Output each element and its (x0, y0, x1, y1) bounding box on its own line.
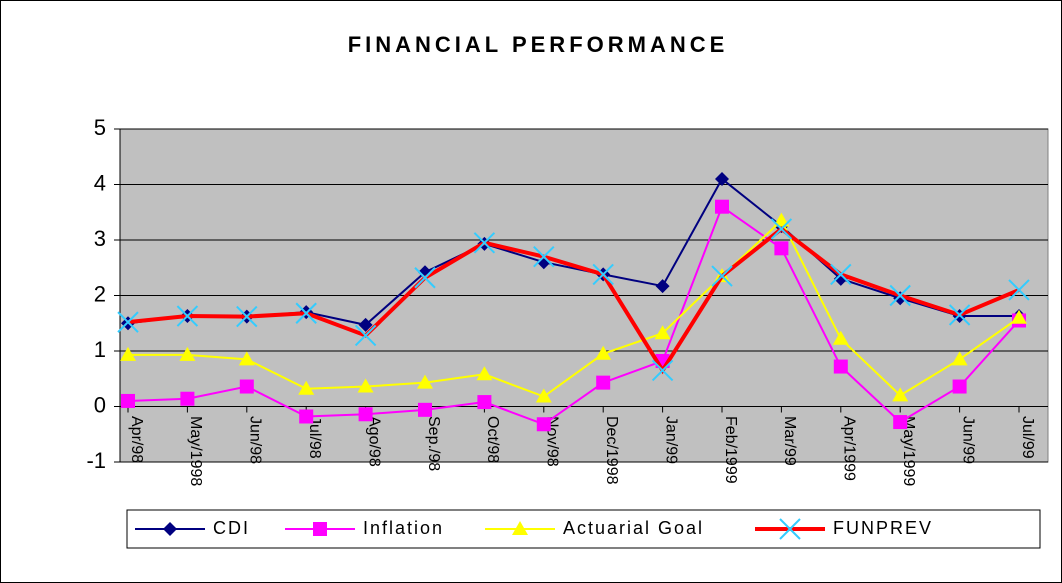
marker (120, 346, 136, 361)
marker (354, 324, 377, 347)
marker (236, 305, 258, 328)
marker (239, 379, 254, 394)
marker (773, 212, 790, 227)
legend-label: Inflation (363, 518, 444, 538)
marker (595, 345, 612, 360)
x-tick-label: Jul/98 (306, 416, 323, 459)
marker (536, 417, 551, 432)
marker (299, 409, 314, 424)
marker (176, 305, 199, 327)
marker (1008, 279, 1030, 301)
marker (830, 263, 852, 286)
marker (774, 241, 789, 256)
marker (779, 518, 801, 540)
marker (651, 359, 674, 382)
marker (358, 407, 373, 422)
y-tick-label: 4 (94, 170, 106, 195)
series (117, 218, 1030, 382)
marker (654, 325, 671, 340)
y-tick-label: -1 (86, 448, 106, 473)
series-line (127, 226, 1020, 375)
marker (715, 199, 729, 214)
x-tick-label: Dec/1998 (603, 416, 620, 485)
marker (711, 265, 733, 287)
marker (512, 521, 528, 535)
x-tick-label: May/1999 (900, 416, 917, 486)
marker (477, 395, 492, 410)
series (120, 212, 1027, 403)
marker (417, 374, 433, 389)
marker (1011, 309, 1027, 324)
marker (893, 415, 908, 430)
marker (357, 378, 374, 393)
x-tick-label: Sep./98 (425, 416, 442, 471)
marker (179, 346, 196, 361)
marker (770, 218, 793, 240)
legend-label: Actuarial Goal (563, 518, 704, 538)
marker (892, 387, 909, 402)
x-tick-label: Jun/99 (959, 416, 976, 464)
series (121, 199, 1026, 432)
marker (298, 380, 315, 395)
legend-box (126, 509, 1041, 549)
y-tick-label: 0 (94, 392, 106, 417)
marker (655, 279, 670, 294)
marker (358, 317, 373, 332)
x-tick-label: Apr/1999 (841, 416, 858, 481)
marker (163, 522, 177, 536)
marker (951, 351, 968, 366)
marker (473, 232, 496, 254)
marker (476, 366, 493, 381)
x-tick-label: Oct/98 (484, 416, 501, 463)
chart-title: FINANCIAL PERFORMANCE (348, 32, 729, 57)
y-tick-label: 1 (94, 337, 106, 362)
series-line (127, 205, 1020, 426)
marker (414, 267, 436, 289)
marker (121, 393, 135, 408)
x-tick-label: May/1998 (187, 416, 204, 486)
marker (715, 171, 729, 186)
x-tick-label: Apr/98 (128, 416, 145, 463)
x-tick-label: Mar/99 (781, 416, 798, 466)
x-tick-label: Feb/1999 (722, 416, 739, 484)
marker (117, 311, 139, 333)
x-tick-label: Jul/99 (1019, 416, 1036, 459)
x-tick-label: Jan/99 (662, 416, 679, 464)
marker (533, 245, 555, 268)
marker (596, 375, 611, 390)
series-line (128, 218, 1020, 398)
marker (952, 379, 967, 394)
marker (418, 402, 432, 417)
marker (832, 330, 849, 345)
y-tick-label: 3 (94, 226, 106, 251)
marker (592, 263, 614, 286)
legend-label: CDI (213, 518, 250, 538)
marker (889, 284, 911, 307)
marker (833, 359, 848, 374)
marker (180, 391, 195, 406)
marker (535, 388, 552, 403)
marker (238, 351, 255, 366)
x-tick-label: Ago/98 (365, 416, 382, 467)
marker (295, 302, 317, 324)
legend-label: FUNPREV (833, 518, 933, 538)
marker (948, 304, 971, 326)
y-tick-label: 5 (94, 115, 106, 140)
y-tick-label: 2 (94, 281, 106, 306)
marker (313, 522, 327, 536)
x-tick-label: Jun/98 (247, 416, 264, 464)
